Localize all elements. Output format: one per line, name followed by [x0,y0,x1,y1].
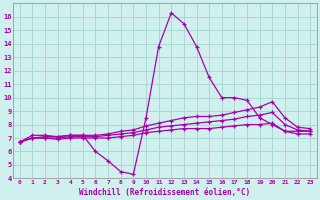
X-axis label: Windchill (Refroidissement éolien,°C): Windchill (Refroidissement éolien,°C) [79,188,251,197]
